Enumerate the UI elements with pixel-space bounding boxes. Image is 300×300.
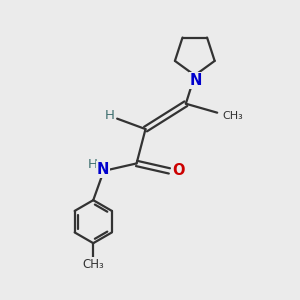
Text: N: N	[97, 162, 109, 177]
Text: N: N	[190, 73, 202, 88]
Text: H: H	[87, 158, 97, 171]
Text: O: O	[172, 163, 184, 178]
Text: CH₃: CH₃	[82, 258, 104, 271]
Text: H: H	[104, 109, 114, 122]
Text: CH₃: CH₃	[223, 111, 243, 121]
